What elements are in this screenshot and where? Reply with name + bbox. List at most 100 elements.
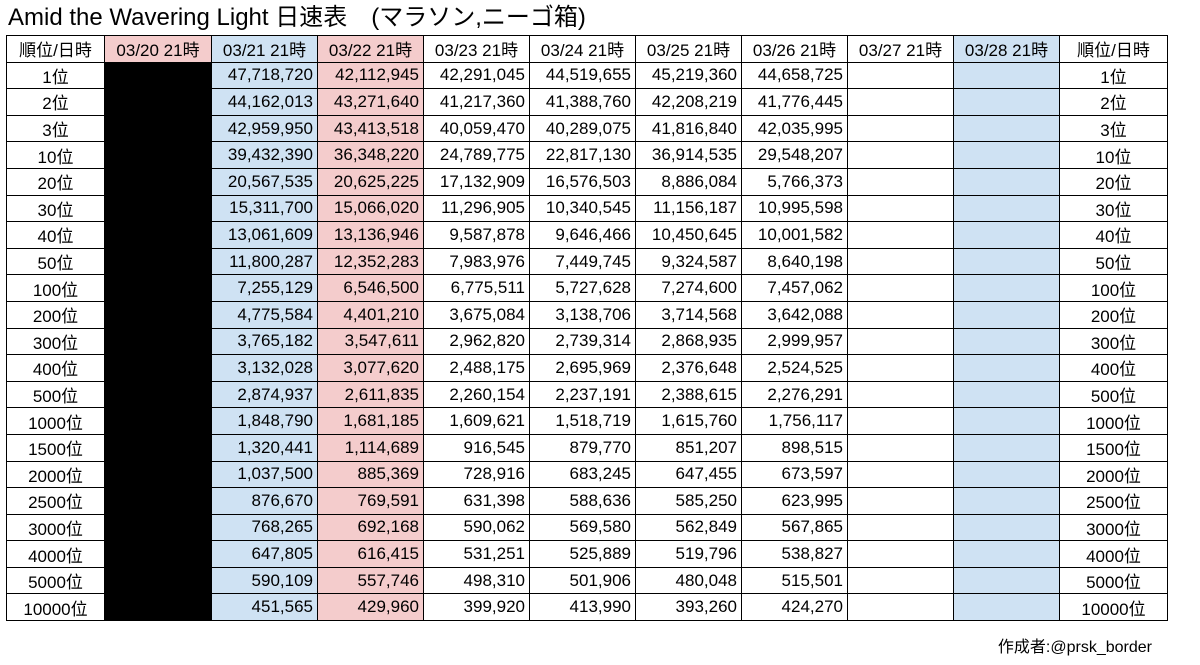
score-cell	[953, 114, 1060, 143]
score-cell	[104, 167, 212, 196]
score-cell	[104, 194, 212, 223]
score-cell: 41,816,840	[635, 114, 742, 143]
score-cell: 2,739,314	[529, 327, 636, 356]
score-cell: 39,432,390	[211, 141, 318, 169]
score-cell: 413,990	[529, 593, 636, 622]
score-cell	[847, 274, 954, 302]
score-cell: 399,920	[423, 593, 530, 622]
score-cell: 3,077,620	[317, 354, 424, 382]
score-cell: 2,868,935	[635, 327, 742, 356]
score-cell: 768,265	[211, 513, 318, 542]
score-cell: 876,670	[211, 487, 318, 515]
rank-label: 20位	[6, 167, 105, 196]
score-cell: 728,916	[423, 460, 530, 489]
score-cell: 6,775,511	[423, 274, 530, 302]
score-cell	[953, 460, 1060, 489]
score-cell: 44,519,655	[529, 61, 636, 90]
header-cell-date: 03/21 21時	[211, 35, 318, 63]
score-cell	[847, 114, 954, 143]
header-row: 順位/日時 03/20 21時 03/21 21時 03/22 21時 03/2…	[6, 35, 1168, 63]
table-row: 1500位 1,320,441 1,114,689 916,545 879,770 851…	[6, 433, 1168, 462]
score-cell: 43,271,640	[317, 88, 424, 116]
score-cell: 10,001,582	[741, 221, 848, 249]
rank-label: 3位	[1059, 114, 1168, 143]
score-cell	[953, 61, 1060, 90]
score-cell	[847, 247, 954, 276]
score-cell: 11,800,287	[211, 247, 318, 276]
score-cell: 3,642,088	[741, 300, 848, 329]
score-cell	[953, 327, 1060, 356]
score-cell: 8,640,198	[741, 247, 848, 276]
score-cell	[104, 566, 212, 595]
score-cell: 588,636	[529, 487, 636, 515]
score-cell: 42,959,950	[211, 114, 318, 143]
score-cell: 673,597	[741, 460, 848, 489]
rank-label: 1500位	[6, 433, 105, 462]
header-cell-date: 03/22 21時	[317, 35, 424, 63]
table-row: 50位 11,800,287 12,352,283 7,983,976 7,449,74…	[6, 247, 1168, 276]
table-row: 4000位 647,805 616,415 531,251 525,889 519,796…	[6, 540, 1168, 568]
score-cell: 2,237,191	[529, 380, 636, 409]
rank-label: 500位	[6, 380, 105, 409]
score-cell	[104, 380, 212, 409]
score-cell	[847, 167, 954, 196]
score-cell: 879,770	[529, 433, 636, 462]
table-row: 200位 4,775,584 4,401,210 3,675,084 3,138,706…	[6, 300, 1168, 329]
score-cell: 24,789,775	[423, 141, 530, 169]
header-cell-date: 03/27 21時	[847, 35, 954, 63]
score-cell: 2,488,175	[423, 354, 530, 382]
score-cell: 1,756,117	[741, 407, 848, 435]
score-cell: 40,289,075	[529, 114, 636, 143]
table-row: 40位 13,061,609 13,136,946 9,587,878 9,646,46…	[6, 221, 1168, 249]
rank-label: 200位	[1059, 300, 1168, 329]
rank-label: 100位	[6, 274, 105, 302]
author-credit: 作成者:@prsk_border	[997, 639, 1152, 656]
score-cell	[104, 354, 212, 382]
score-cell: 20,625,225	[317, 167, 424, 196]
score-cell: 769,591	[317, 487, 424, 515]
score-cell: 41,776,445	[741, 88, 848, 116]
score-cell	[953, 593, 1060, 622]
page-title: Amid the Wavering Light 日速表 (マラソン,ニーゴ箱)	[8, 4, 586, 31]
score-cell: 1,320,441	[211, 433, 318, 462]
score-cell	[847, 141, 954, 169]
score-cell: 7,274,600	[635, 274, 742, 302]
score-cell	[104, 141, 212, 169]
score-cell: 631,398	[423, 487, 530, 515]
score-cell	[953, 274, 1060, 302]
score-cell: 531,251	[423, 540, 530, 568]
score-cell	[104, 327, 212, 356]
table-row: 10位 39,432,390 36,348,220 24,789,775 22,817,…	[6, 141, 1168, 169]
score-cell: 7,983,976	[423, 247, 530, 276]
score-cell	[104, 300, 212, 329]
score-cell: 7,449,745	[529, 247, 636, 276]
score-cell: 2,962,820	[423, 327, 530, 356]
score-cell	[953, 540, 1060, 568]
header-cell-date: 03/23 21時	[423, 35, 530, 63]
score-cell: 17,132,909	[423, 167, 530, 196]
header-cell-date: 03/25 21時	[635, 35, 742, 63]
score-cell: 2,874,937	[211, 380, 318, 409]
score-cell	[104, 274, 212, 302]
rank-label: 100位	[1059, 274, 1168, 302]
score-cell	[104, 593, 212, 622]
rank-label: 1位	[1059, 61, 1168, 90]
rank-label: 2500位	[6, 487, 105, 515]
score-cell: 44,658,725	[741, 61, 848, 90]
rank-label: 500位	[1059, 380, 1168, 409]
score-cell: 1,114,689	[317, 433, 424, 462]
score-cell: 498,310	[423, 566, 530, 595]
score-cell: 44,162,013	[211, 88, 318, 116]
score-cell: 525,889	[529, 540, 636, 568]
rank-label: 3000位	[6, 513, 105, 542]
score-cell: 5,727,628	[529, 274, 636, 302]
score-cell: 501,906	[529, 566, 636, 595]
header-cell-date: 03/20 21時	[104, 35, 212, 63]
score-cell	[953, 167, 1060, 196]
score-cell: 45,219,360	[635, 61, 742, 90]
rank-label: 4000位	[1059, 540, 1168, 568]
score-cell: 1,615,760	[635, 407, 742, 435]
score-cell	[847, 513, 954, 542]
score-cell	[104, 513, 212, 542]
score-cell: 3,132,028	[211, 354, 318, 382]
